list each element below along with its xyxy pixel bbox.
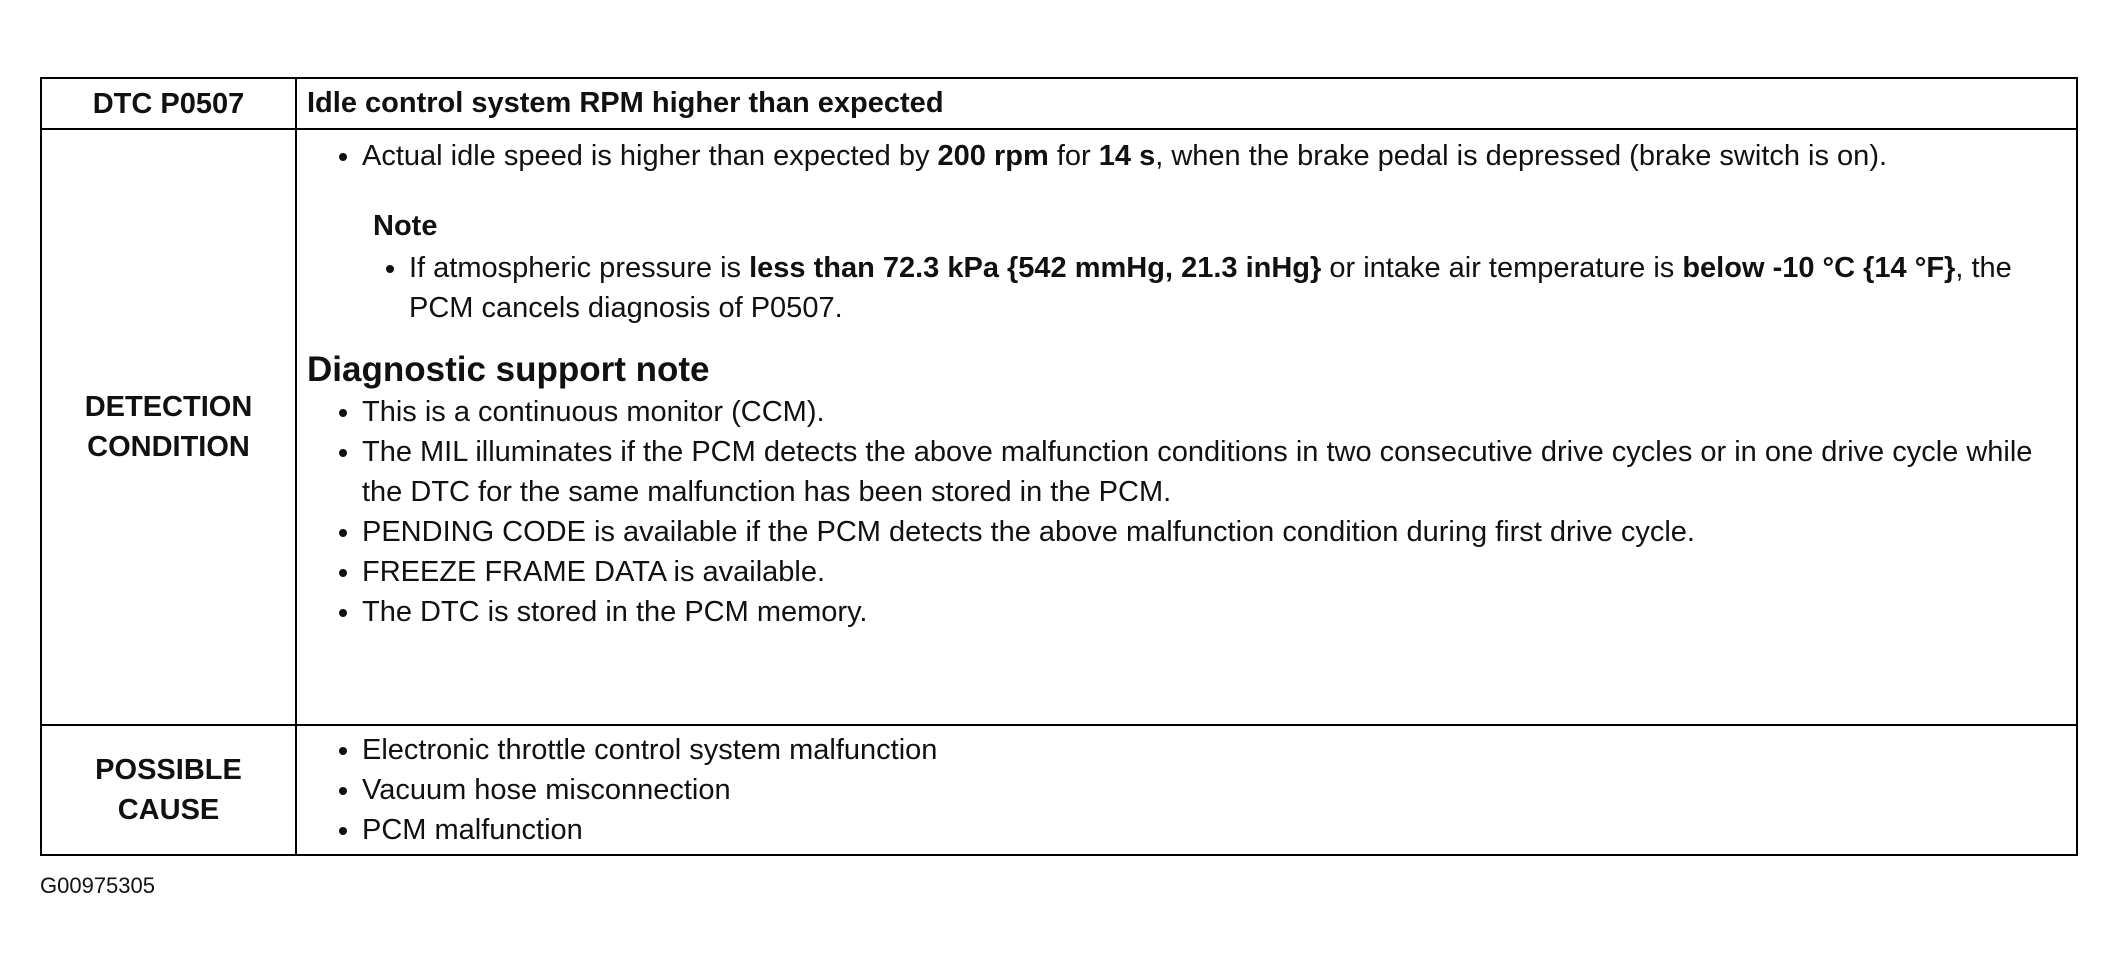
- cause-row: POSSIBLE CAUSE Electronic throttle contr…: [40, 724, 2078, 856]
- row-label: POSSIBLE CAUSE: [40, 724, 297, 856]
- dtc-description: Idle control system RPM higher than expe…: [295, 77, 2078, 130]
- bullet: Electronic throttle control system malfu…: [362, 730, 2066, 770]
- bullet-list: If atmospheric pressure is less than 72.…: [373, 248, 2066, 328]
- label-line: CAUSE: [117, 794, 220, 826]
- bullet: PENDING CODE is available if the PCM det…: [362, 512, 2066, 552]
- text: for: [1048, 140, 1099, 172]
- text: or intake air temperature is: [1321, 252, 1683, 284]
- bullet: PCM malfunction: [362, 810, 2066, 850]
- dtc-code: DTC P0507: [40, 77, 297, 130]
- bullet: The DTC is stored in the PCM memory.: [362, 592, 2066, 632]
- detection-content: Actual idle speed is higher than expecte…: [295, 128, 2078, 726]
- bullet: Vacuum hose misconnection: [362, 770, 2066, 810]
- dtc-table: DTC P0507 Idle control system RPM higher…: [40, 77, 2078, 856]
- bold-text: 200 rpm: [937, 140, 1049, 172]
- support-note-title: Diagnostic support note: [307, 350, 710, 389]
- bullet: Actual idle speed is higher than expecte…: [362, 136, 2066, 176]
- header-row: DTC P0507 Idle control system RPM higher…: [40, 77, 2078, 130]
- note: Note If atmospheric pressure is less tha…: [373, 204, 2066, 328]
- text: Actual idle speed is higher than expecte…: [362, 140, 938, 172]
- label-line: CONDITION: [87, 431, 250, 463]
- bullet-list: This is a continuous monitor (CCM).The M…: [307, 392, 2066, 632]
- bullet: FREEZE FRAME DATA is available.: [362, 552, 2066, 592]
- text: If atmospheric pressure is: [409, 252, 750, 284]
- bullet: The MIL illuminates if the PCM detects t…: [362, 432, 2066, 512]
- label-line: POSSIBLE: [95, 754, 242, 786]
- figure-id: G00975305: [40, 873, 155, 898]
- label-line: DETECTION: [84, 391, 253, 423]
- cause-content: Electronic throttle control system malfu…: [295, 724, 2078, 856]
- bold-text: less than 72.3 kPa {542 mmHg, 21.3 inHg}: [749, 252, 1322, 284]
- text: , the PCM cancels diagnosis of P0507.: [409, 252, 2012, 324]
- bold-text: 14 s: [1098, 140, 1156, 172]
- bullet: This is a continuous monitor (CCM).: [362, 392, 2066, 432]
- bullet-list: Actual idle speed is higher than expecte…: [307, 136, 2066, 176]
- bullet-list: Electronic throttle control system malfu…: [307, 730, 2066, 850]
- bullet: If atmospheric pressure is less than 72.…: [409, 248, 2066, 328]
- text: , when the brake pedal is depressed (bra…: [1155, 140, 1888, 172]
- bold-text: below -10 °C {14 °F}: [1682, 252, 1956, 284]
- row-label: DETECTION CONDITION: [40, 128, 297, 726]
- detection-row: DETECTION CONDITION Actual idle speed is…: [40, 128, 2078, 726]
- note-title: Note: [373, 210, 438, 242]
